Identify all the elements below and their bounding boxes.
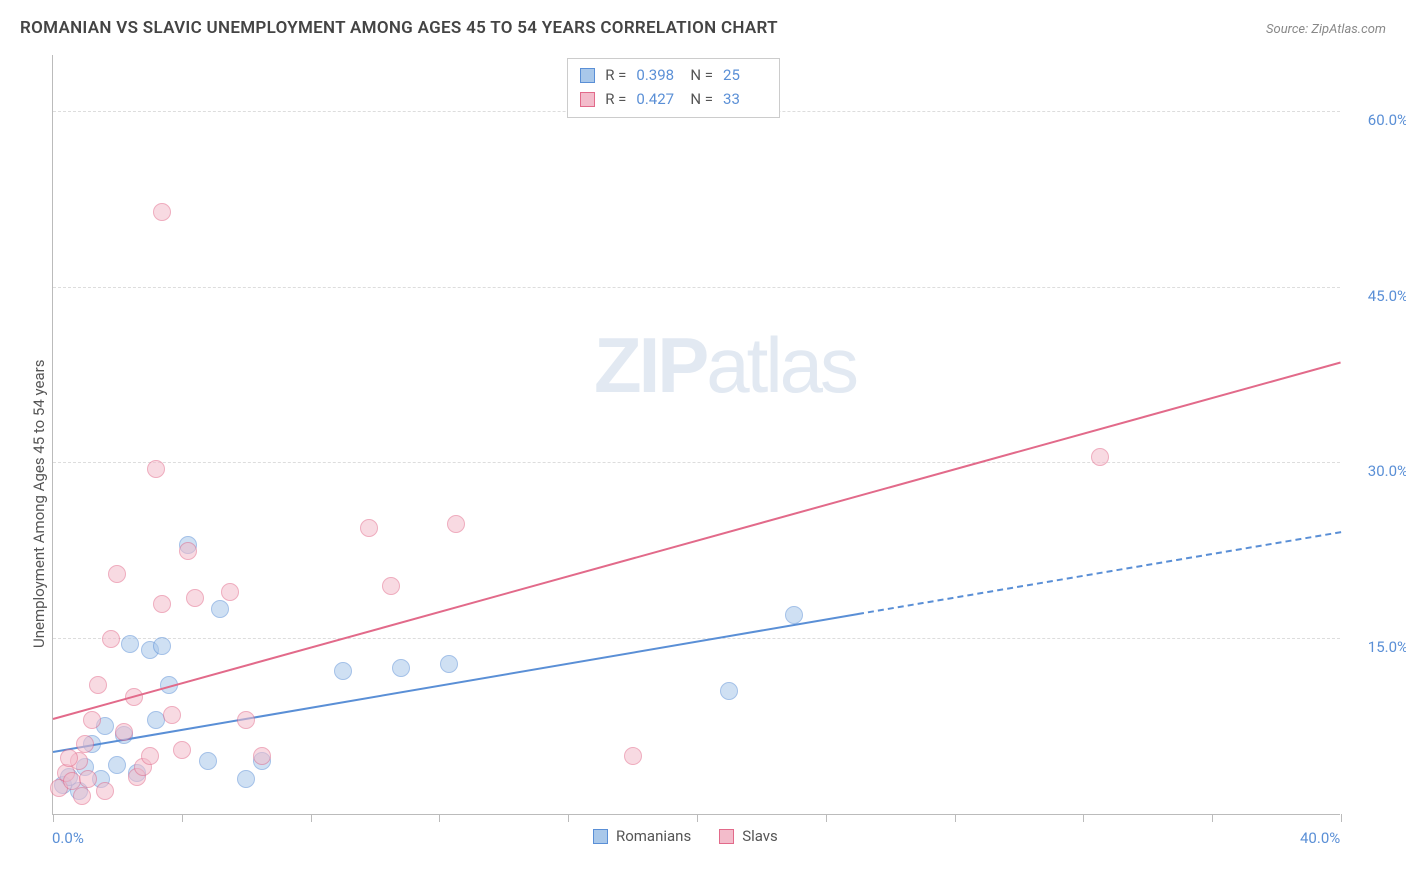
- y-tick-label: 15.0%: [1348, 638, 1406, 656]
- data-point: [83, 711, 101, 729]
- legend-swatch: [593, 829, 608, 844]
- data-point: [179, 542, 197, 560]
- n-value: 25: [723, 63, 767, 87]
- x-tick: [311, 814, 312, 822]
- data-point: [96, 782, 114, 800]
- data-point: [440, 655, 458, 673]
- x-start-label: 0.0%: [52, 829, 84, 847]
- data-point: [221, 583, 239, 601]
- gridline: [53, 287, 1340, 288]
- data-point: [153, 203, 171, 221]
- series-legend-item: Slavs: [719, 827, 778, 845]
- series-name: Romanians: [616, 827, 691, 845]
- data-point: [141, 747, 159, 765]
- plot-area: ZIPatlas: [52, 55, 1340, 815]
- data-point: [720, 682, 738, 700]
- data-point: [211, 600, 229, 618]
- n-label: N =: [690, 63, 713, 87]
- x-tick: [826, 814, 827, 822]
- r-label: R =: [605, 87, 626, 111]
- data-point: [186, 589, 204, 607]
- gridline: [53, 462, 1340, 463]
- x-tick: [53, 814, 54, 822]
- data-point: [334, 662, 352, 680]
- data-point: [108, 565, 126, 583]
- x-tick: [697, 814, 698, 822]
- y-axis-label: Unemployment Among Ages 45 to 54 years: [30, 359, 48, 647]
- data-point: [163, 706, 181, 724]
- data-point: [89, 676, 107, 694]
- data-point: [199, 752, 217, 770]
- y-tick-label: 30.0%: [1348, 462, 1406, 480]
- series-name: Slavs: [742, 827, 778, 845]
- source-label: Source: ZipAtlas.com: [1266, 22, 1386, 37]
- trend-line-ext: [858, 531, 1341, 615]
- legend-swatch: [580, 68, 595, 83]
- n-value: 33: [723, 87, 767, 111]
- data-point: [785, 606, 803, 624]
- data-point: [60, 749, 78, 767]
- data-point: [102, 630, 120, 648]
- data-point: [447, 515, 465, 533]
- stats-row: R = 0.427 N = 33: [580, 87, 767, 111]
- r-value: 0.398: [636, 63, 680, 87]
- trend-line: [53, 362, 1342, 721]
- x-tick: [1212, 814, 1213, 822]
- data-point: [360, 519, 378, 537]
- gridline: [53, 638, 1340, 639]
- y-tick-label: 60.0%: [1348, 111, 1406, 129]
- legend-swatch: [719, 829, 734, 844]
- x-tick: [955, 814, 956, 822]
- r-label: R =: [605, 63, 626, 87]
- stats-legend: R = 0.398 N = 25 R = 0.427 N = 33: [567, 58, 780, 118]
- watermark: ZIPatlas: [594, 320, 856, 411]
- x-tick: [182, 814, 183, 822]
- data-point: [153, 595, 171, 613]
- data-point: [153, 637, 171, 655]
- data-point: [624, 747, 642, 765]
- data-point: [253, 747, 271, 765]
- x-tick: [1341, 814, 1342, 822]
- x-tick: [439, 814, 440, 822]
- data-point: [76, 735, 94, 753]
- data-point: [237, 770, 255, 788]
- data-point: [73, 787, 91, 805]
- series-legend: Romanians Slavs: [593, 827, 778, 845]
- data-point: [392, 659, 410, 677]
- n-label: N =: [690, 87, 713, 111]
- data-point: [108, 756, 126, 774]
- x-tick: [1083, 814, 1084, 822]
- x-end-label: 40.0%: [1300, 829, 1340, 847]
- data-point: [382, 577, 400, 595]
- legend-swatch: [580, 92, 595, 107]
- series-legend-item: Romanians: [593, 827, 691, 845]
- x-tick: [568, 814, 569, 822]
- data-point: [79, 770, 97, 788]
- data-point: [147, 460, 165, 478]
- chart-title: ROMANIAN VS SLAVIC UNEMPLOYMENT AMONG AG…: [20, 18, 778, 38]
- data-point: [173, 741, 191, 759]
- data-point: [115, 723, 133, 741]
- data-point: [1091, 448, 1109, 466]
- r-value: 0.427: [636, 87, 680, 111]
- watermark-atlas: atlas: [706, 321, 856, 409]
- stats-row: R = 0.398 N = 25: [580, 63, 767, 87]
- y-tick-label: 45.0%: [1348, 287, 1406, 305]
- watermark-zip: ZIP: [594, 321, 706, 409]
- data-point: [121, 635, 139, 653]
- data-point: [237, 711, 255, 729]
